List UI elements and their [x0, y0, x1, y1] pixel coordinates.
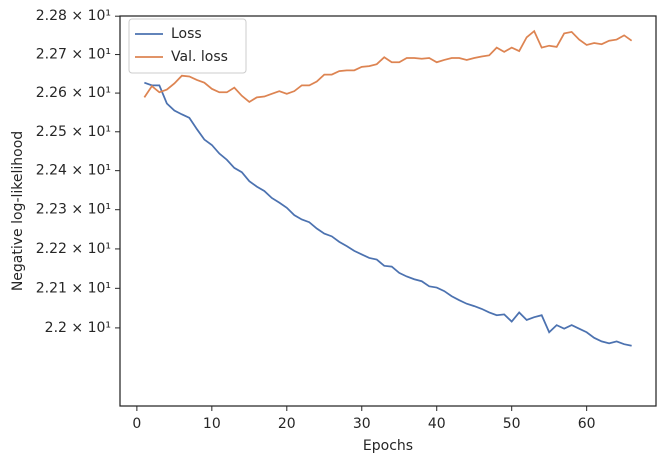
x-tick-label: 10: [203, 416, 221, 432]
y-tick-label: 2.23 × 10¹: [36, 202, 111, 218]
y-tick-label: 2.25 × 10¹: [36, 124, 111, 140]
y-tick-label: 2.24 × 10¹: [36, 163, 111, 179]
y-tick-label: 2.26 × 10¹: [36, 85, 111, 101]
y-tick-label: 2.2 × 10¹: [45, 320, 111, 336]
x-tick-label: 30: [353, 416, 371, 432]
x-tick-label: 0: [132, 416, 141, 432]
series-line: [144, 81, 632, 347]
y-tick-label: 2.21 × 10¹: [36, 280, 111, 296]
y-tick-label: 2.22 × 10¹: [36, 241, 111, 257]
x-tick-label: 40: [428, 416, 446, 432]
x-axis-label: Epochs: [363, 438, 413, 454]
y-axis-label: Negative log-likelihood: [10, 131, 26, 291]
x-tick-label: 50: [503, 416, 521, 432]
legend-box: [128, 18, 247, 74]
axes-frame: [119, 15, 657, 407]
y-tick-label: 2.27 × 10¹: [36, 47, 111, 63]
x-tick-label: 60: [578, 416, 596, 432]
legend-label: Val. loss: [171, 49, 228, 65]
y-tick-label: 2.28 × 10¹: [36, 8, 111, 24]
legend-label: Loss: [171, 26, 202, 42]
x-tick-label: 20: [278, 416, 296, 432]
series-line: [143, 29, 633, 104]
